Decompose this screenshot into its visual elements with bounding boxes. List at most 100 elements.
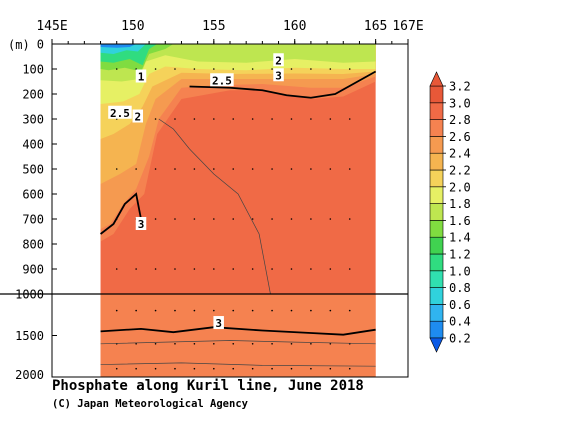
station-dot xyxy=(310,68,312,70)
station-dot xyxy=(251,343,254,345)
contour-label-bg xyxy=(273,68,284,82)
colorbar-label: 3.2 xyxy=(449,80,471,94)
colorbar-cell xyxy=(429,270,444,288)
y-tick-label: 400 xyxy=(22,138,44,152)
y-tick-label: 900 xyxy=(22,263,44,277)
station-dot xyxy=(290,268,293,270)
contour-label: 1 xyxy=(138,71,145,84)
station-dot xyxy=(193,367,196,370)
station-dot xyxy=(348,218,351,220)
station-dot xyxy=(348,367,351,370)
station-dot xyxy=(193,218,196,220)
station-dot xyxy=(329,367,332,370)
station-dot xyxy=(213,268,215,270)
band-0-4 xyxy=(100,44,137,48)
station-dot xyxy=(174,118,176,120)
station-dot xyxy=(213,118,215,120)
field-deep xyxy=(100,294,376,377)
colorbar-label: 2.8 xyxy=(449,113,471,127)
station-dot xyxy=(213,343,215,345)
station-dot xyxy=(174,168,176,170)
station-dot xyxy=(329,309,332,312)
contour-label: 2 xyxy=(134,111,141,124)
y-tick-label: 800 xyxy=(22,238,44,252)
y-tick-label: 1000 xyxy=(15,288,44,302)
chart-credit: (C) Japan Meteorological Agency xyxy=(52,398,248,410)
station-dot xyxy=(193,268,196,270)
contour-label-bg xyxy=(135,217,147,230)
colorbar-cell xyxy=(429,253,444,272)
contour-line xyxy=(100,362,376,367)
y-tick-label: 600 xyxy=(22,188,44,202)
station-dot xyxy=(348,309,351,312)
contour-line xyxy=(100,340,376,345)
x-tick-label: 145E xyxy=(36,19,67,34)
station-dot xyxy=(232,218,235,220)
colorbar-cell xyxy=(429,320,444,339)
station-dot xyxy=(329,218,332,220)
x-tick-label: 167E xyxy=(392,19,423,34)
contour-label-bg xyxy=(273,53,284,67)
colorbar-top-arrow xyxy=(429,71,444,87)
station-dot xyxy=(310,268,312,270)
colorbar-label: 2.0 xyxy=(449,180,471,194)
station-dot xyxy=(310,168,312,170)
station-dot xyxy=(348,68,351,70)
station-dot xyxy=(251,268,254,270)
colorbar-cell xyxy=(429,169,444,188)
station-dot xyxy=(135,343,137,345)
contour-label: 3 xyxy=(138,218,145,231)
contour-label: 3 xyxy=(215,317,222,330)
colorbar-label: 2.2 xyxy=(449,164,471,178)
station-dot xyxy=(271,309,273,312)
station-dot xyxy=(193,343,196,345)
band-2-4 xyxy=(100,44,376,184)
y-tick-label: 1500 xyxy=(15,329,44,343)
station-dot xyxy=(329,168,332,170)
station-dot xyxy=(135,268,137,270)
station-dot xyxy=(115,168,118,170)
station-dot xyxy=(135,168,137,170)
contour-label: 2.5 xyxy=(110,107,130,120)
colorbar-label: 1.2 xyxy=(449,248,471,262)
station-dot xyxy=(193,68,196,70)
contour-label-bg xyxy=(210,73,234,87)
colorbar-cell xyxy=(429,203,444,221)
station-dot xyxy=(135,309,137,312)
station-dot xyxy=(310,367,312,370)
colorbar-cell xyxy=(429,85,444,104)
colorbar-label: 0.6 xyxy=(449,298,471,312)
station-dot xyxy=(251,168,254,170)
station-dot xyxy=(251,118,254,120)
colorbar-cell xyxy=(429,136,444,154)
colorbar-cell xyxy=(429,186,444,204)
contour-label: 3 xyxy=(275,69,282,82)
station-dot xyxy=(154,218,157,220)
station-dot xyxy=(232,268,235,270)
station-dot xyxy=(174,367,176,370)
y-tick-label: 100 xyxy=(22,63,44,77)
station-dot xyxy=(271,118,273,120)
station-dot xyxy=(154,343,157,345)
station-dot xyxy=(154,118,157,120)
station-dot xyxy=(290,118,293,120)
station-dot xyxy=(135,367,137,370)
station-dot xyxy=(251,309,254,312)
station-dot xyxy=(271,343,273,345)
x-tick-label: 165 xyxy=(364,19,387,34)
station-dot xyxy=(329,118,332,120)
colorbar-cell xyxy=(429,287,444,305)
station-dot xyxy=(135,68,137,70)
station-dot xyxy=(232,309,235,312)
station-dot xyxy=(290,68,293,70)
station-dot xyxy=(251,68,254,70)
station-dot xyxy=(348,118,351,120)
station-dot xyxy=(154,168,157,170)
station-dot xyxy=(232,367,235,370)
colorbar-cell xyxy=(429,119,444,137)
station-dot xyxy=(213,367,215,370)
station-dot xyxy=(115,367,118,370)
colorbar-cell xyxy=(429,304,444,322)
station-dot xyxy=(193,168,196,170)
